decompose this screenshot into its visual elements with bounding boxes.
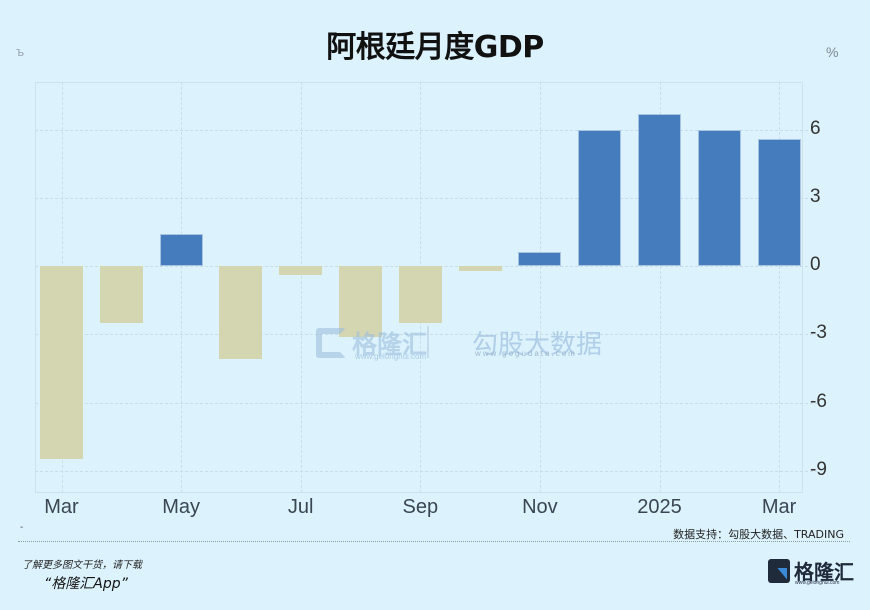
watermark-partner: 勾股大数据 [472,330,603,360]
y-tick-label: 6 [810,117,821,139]
bar-2024-03 [40,266,83,460]
plot-area [35,82,803,493]
v-gridline [779,82,781,493]
gelonghui-logo-icon [768,558,790,583]
footer-logo: 格隆汇 [768,556,854,585]
brand-logo-icon [316,328,346,358]
bar-2024-04 [99,266,143,323]
h-gridline [35,402,818,404]
y-tick-label: 3 [810,185,821,207]
watermark-brand: 格隆汇 [316,325,427,361]
h-gridline [35,334,818,336]
x-tick-label: Mar [44,496,79,518]
y-tick-label: -9 [810,458,827,480]
v-gridline [659,82,661,493]
promo-text: 了解更多图文干货，请下载 [22,560,142,571]
watermark-partner-url: www.gogudata.com [475,349,577,358]
x-tick-label: Nov [522,496,558,518]
bar-2024-11 [518,252,562,266]
bar-2024-05 [159,234,203,266]
y-unit-right: % [826,44,839,60]
y-tick-label: -3 [810,322,827,344]
v-gridline [181,82,183,493]
footer-divider [18,541,850,542]
bar-2025-03 [757,138,801,266]
bar-2024-08 [339,266,382,337]
bar-2024-07 [279,266,323,276]
bar-2024-06 [219,266,263,360]
h-gridline [35,470,818,472]
footer-logo-text: 格隆汇 [794,560,854,584]
h-gridline [35,197,818,199]
v-gridline [539,82,541,493]
promo-app-name: “格隆汇App” [44,576,128,592]
x-tick-label: Mar [761,496,797,518]
chart-title: 阿根廷月度GDP [326,30,544,65]
tick-mark: - [20,522,24,533]
watermark-divider [427,326,429,358]
h-gridline [35,129,818,131]
v-gridline [300,82,302,493]
bar-2025-01 [638,113,681,266]
x-tick-label: Jul [287,496,314,518]
y-tick-label: -6 [810,390,827,412]
watermark-brand-url: www.gelonghui.com [355,352,427,361]
bar-2024-09 [398,266,442,323]
y-unit-left: ъ [16,44,25,59]
x-tick-label: 2025 [637,496,682,518]
x-tick-label: May [162,496,200,518]
bar-2025-02 [697,129,741,266]
bar-2024-10 [458,266,502,271]
bar-2024-12 [578,129,622,266]
data-source: 数据支持：勾股大数据、TRADING [673,528,844,541]
y-tick-label: 0 [810,254,821,275]
footer-logo-url: www.gelonghui.com [795,580,840,586]
x-tick-label: Sep [402,496,439,518]
watermark-brand-text: 格隆汇 [352,330,428,359]
